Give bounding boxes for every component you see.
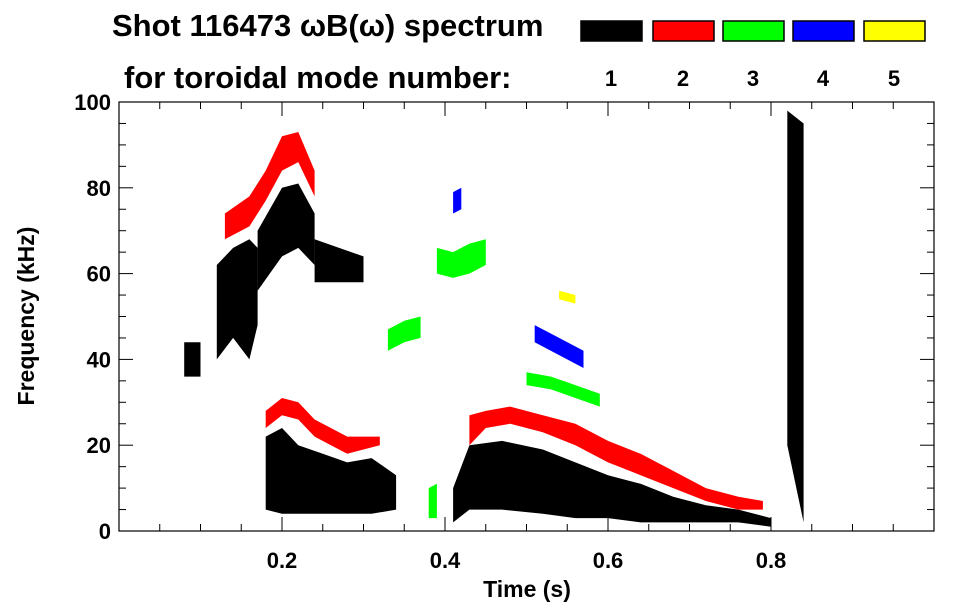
mode-4-region-0	[453, 187, 462, 214]
legend-label-mode-2: 2	[677, 66, 689, 91]
mode-3-region-0	[387, 316, 421, 351]
series-mode-3	[387, 239, 600, 519]
series-mode-5	[559, 290, 576, 304]
y-tick-label: 0	[99, 519, 111, 544]
legend-swatch-mode-1	[580, 20, 643, 42]
series-mode-4	[453, 187, 584, 368]
x-tick-label: 0.6	[593, 548, 624, 573]
mode-1-region-1	[216, 239, 258, 360]
legend-swatch-mode-4	[792, 20, 855, 42]
legend-label-mode-3: 3	[747, 66, 759, 91]
legend-label-mode-5: 5	[888, 66, 900, 91]
mode-1-region-3	[314, 239, 364, 283]
x-tick-label: 0.2	[267, 548, 298, 573]
y-tick-label: 100	[74, 90, 111, 115]
mode-4-region-1	[534, 325, 584, 368]
y-tick-label: 80	[87, 176, 111, 201]
plot-area	[184, 110, 804, 527]
y-tick-label: 40	[87, 347, 111, 372]
x-tick-label: 0.4	[430, 548, 461, 573]
mode-2-region-0	[224, 132, 315, 240]
legend-swatch-mode-2	[652, 20, 715, 42]
mode-1-region-0	[184, 342, 201, 377]
chart-title-line1: Shot 116473 ωB(ω) spectrum	[112, 8, 543, 43]
mode-3-region-3	[526, 372, 600, 407]
legend-swatch-mode-3	[722, 20, 785, 42]
chart-title-line2: for toroidal mode number:	[124, 60, 512, 95]
mode-1-region-4	[265, 428, 397, 514]
series-mode-1	[184, 110, 804, 527]
mode-3-region-2	[428, 483, 437, 519]
legend-label-mode-4: 4	[817, 66, 830, 91]
mode-2-region-2	[469, 406, 763, 510]
legend: 1 2 3 4 5	[580, 20, 926, 91]
x-axis-label: Time (s)	[483, 576, 571, 602]
legend-swatch-mode-5	[863, 20, 926, 42]
mode-1-region-2	[257, 183, 315, 291]
y-tick-label: 60	[87, 262, 111, 287]
y-tick-label: 20	[87, 433, 111, 458]
series-mode-2	[224, 132, 763, 510]
mode-3-region-1	[436, 239, 486, 278]
axes: 0 20 40 60 80 100 0.2 0.4 0.6 0.8	[74, 90, 935, 573]
mode-2-region-1	[265, 398, 380, 454]
x-tick-label: 0.8	[756, 548, 787, 573]
mode-1-region-6	[787, 110, 804, 523]
mode-5-region-0	[559, 290, 576, 304]
mode-1-region-5	[453, 440, 771, 527]
y-axis-label: Frequency (kHz)	[13, 227, 39, 406]
legend-label-mode-1: 1	[605, 66, 617, 91]
